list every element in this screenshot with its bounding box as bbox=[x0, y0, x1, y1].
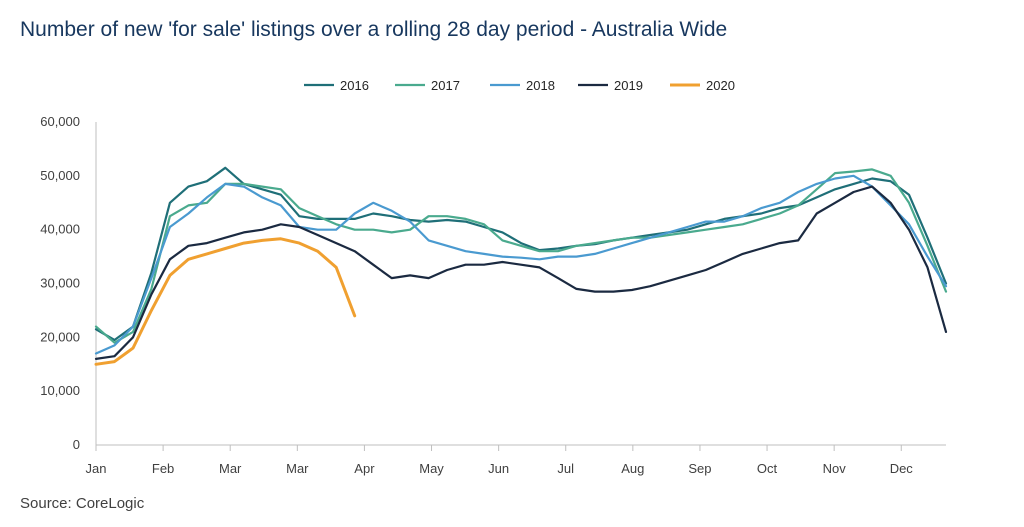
x-tick-label: Apr bbox=[354, 461, 375, 476]
legend-label-2016: 2016 bbox=[340, 78, 369, 93]
y-tick-label: 10,000 bbox=[40, 383, 80, 398]
legend-label-2018: 2018 bbox=[526, 78, 555, 93]
x-tick-label: Mar bbox=[219, 461, 242, 476]
x-tick-label: Jun bbox=[488, 461, 509, 476]
y-tick-label: 30,000 bbox=[40, 276, 80, 291]
y-axis: 0 10,000 20,000 30,000 40,000 50,000 60,000 bbox=[40, 114, 97, 452]
x-tick-label: Nov bbox=[823, 461, 847, 476]
series-line-2016 bbox=[94, 166, 948, 342]
x-tick-label: Aug bbox=[621, 461, 644, 476]
series-line-2017 bbox=[94, 168, 948, 344]
x-axis: Jan Feb Mar Mar Apr May Jun Jul Aug Sep Oct Nov Dec bbox=[86, 444, 946, 476]
y-tick-label: 0 bbox=[73, 437, 80, 452]
x-tick-label: Mar bbox=[286, 461, 309, 476]
series-lines bbox=[94, 166, 948, 366]
y-tick-label: 20,000 bbox=[40, 329, 80, 344]
x-tick-label: May bbox=[419, 461, 444, 476]
x-tick-label: Jul bbox=[557, 461, 574, 476]
y-tick-label: 50,000 bbox=[40, 168, 80, 183]
x-tick-label: Jan bbox=[86, 461, 107, 476]
x-tick-label: Dec bbox=[890, 461, 914, 476]
series-line-2019 bbox=[94, 185, 948, 360]
x-tick-label: Sep bbox=[688, 461, 711, 476]
y-tick-label: 60,000 bbox=[40, 114, 80, 129]
chart-legend: 2016 2017 2018 2019 2020 bbox=[304, 78, 735, 93]
y-tick-label: 40,000 bbox=[40, 222, 80, 237]
chart-title: Number of new 'for sale' listings over a… bbox=[20, 18, 728, 41]
legend-label-2017: 2017 bbox=[431, 78, 460, 93]
x-tick-label: Feb bbox=[152, 461, 174, 476]
series-line-2020 bbox=[94, 237, 357, 366]
x-tick-label: Oct bbox=[757, 461, 778, 476]
series-line-2018 bbox=[94, 174, 948, 355]
source-note: Source: CoreLogic bbox=[20, 495, 145, 512]
legend-label-2020: 2020 bbox=[706, 78, 735, 93]
legend-label-2019: 2019 bbox=[614, 78, 643, 93]
